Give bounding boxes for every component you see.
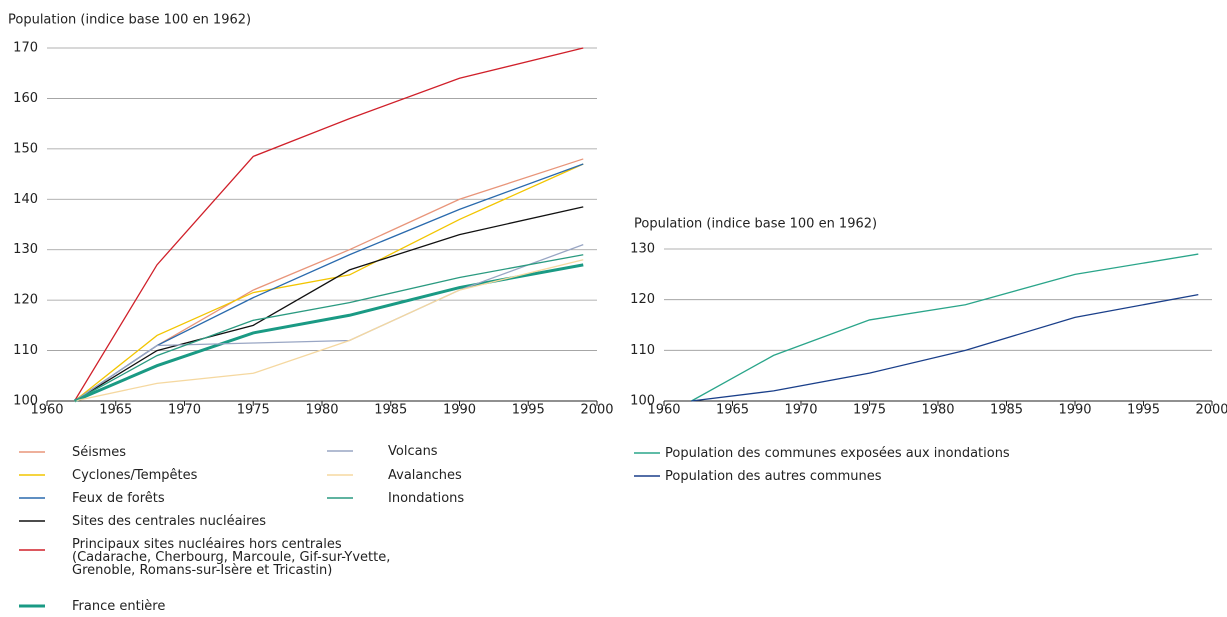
y-tick-label: 110 <box>630 343 655 358</box>
legend-label-line: (Cadarache, Cherbourg, Marcoule, Gif-sur… <box>72 550 390 565</box>
y-tick-label: 100 <box>13 394 38 409</box>
y-tick-label: 120 <box>630 292 655 307</box>
x-tick-label: 1965 <box>716 403 749 418</box>
y-tick-label: 150 <box>13 141 38 156</box>
series-line <box>691 253 1199 402</box>
legend-label-line: Sites des centrales nucléaires <box>72 514 266 529</box>
y-tick-label: 170 <box>13 41 38 56</box>
legend-label: Feux de forêts <box>72 491 165 506</box>
x-tick-label: 1970 <box>168 403 201 418</box>
x-tick-label: 1970 <box>784 403 817 418</box>
legend-label: Population des communes exposées aux ino… <box>665 446 1010 461</box>
legend-label-line: Feux de forêts <box>72 491 165 506</box>
x-tick-label: 1975 <box>853 403 886 418</box>
x-tick-label: 1980 <box>305 403 338 418</box>
series-line <box>691 293 1199 402</box>
series-line <box>74 259 584 402</box>
legend-label-line: Volcans <box>388 444 438 459</box>
y-tick-label: 140 <box>13 192 38 207</box>
x-tick-label: 2000 <box>1195 403 1227 418</box>
legend-label: Population des autres communes <box>665 469 882 484</box>
y-tick-label: 110 <box>13 343 38 358</box>
series-line <box>74 254 584 402</box>
x-tick-label: 1985 <box>374 403 407 418</box>
legend-label: Principaux sites nucléaires hors central… <box>72 537 390 578</box>
x-tick-label: 1995 <box>512 403 545 418</box>
x-tick-label: 2000 <box>580 403 613 418</box>
x-tick-label: 1990 <box>1058 403 1091 418</box>
legend-label: Cyclones/Tempêtes <box>72 468 198 483</box>
legend-label: Séismes <box>72 445 126 460</box>
legend-label-line: Population des autres communes <box>665 469 882 484</box>
y-tick-label: 100 <box>630 394 655 409</box>
y-tick-label: 120 <box>13 293 38 308</box>
series-line <box>74 206 584 402</box>
chart-title: Population (indice base 100 en 1962) <box>634 217 877 232</box>
series-line <box>73 47 584 402</box>
legend-label-line: Avalanches <box>388 468 462 483</box>
y-tick-label: 160 <box>13 91 38 106</box>
legend-label-line: Principaux sites nucléaires hors central… <box>72 537 342 552</box>
series-line <box>73 263 584 403</box>
legend-label: Inondations <box>388 491 464 506</box>
x-tick-label: 1960 <box>30 403 63 418</box>
y-tick-label: 130 <box>13 242 38 257</box>
legend-label: France entière <box>72 599 165 614</box>
y-tick-label: 130 <box>630 242 655 257</box>
legend-label-line: Grenoble, Romans-sur-Isère et Tricastin) <box>72 563 332 578</box>
legend-label: Volcans <box>388 444 438 459</box>
x-tick-label: 1995 <box>1127 403 1160 418</box>
x-tick-label: 1980 <box>921 403 954 418</box>
x-tick-label: 1985 <box>990 403 1023 418</box>
series-line <box>74 244 584 402</box>
legend-label-line: Inondations <box>388 491 464 506</box>
legend-label-line: France entière <box>72 599 165 614</box>
legend-label: Avalanches <box>388 468 462 483</box>
legend-label-line: Séismes <box>72 445 126 460</box>
legend-label-line: Cyclones/Tempêtes <box>72 468 198 483</box>
x-tick-label: 1960 <box>647 403 680 418</box>
series-line <box>74 163 584 402</box>
legend-label-line: Population des communes exposées aux ino… <box>665 446 1010 461</box>
x-tick-label: 1965 <box>99 403 132 418</box>
x-tick-label: 1990 <box>443 403 476 418</box>
x-tick-label: 1975 <box>237 403 270 418</box>
legend-label: Sites des centrales nucléaires <box>72 514 266 529</box>
chart-title: Population (indice base 100 en 1962) <box>8 13 251 28</box>
